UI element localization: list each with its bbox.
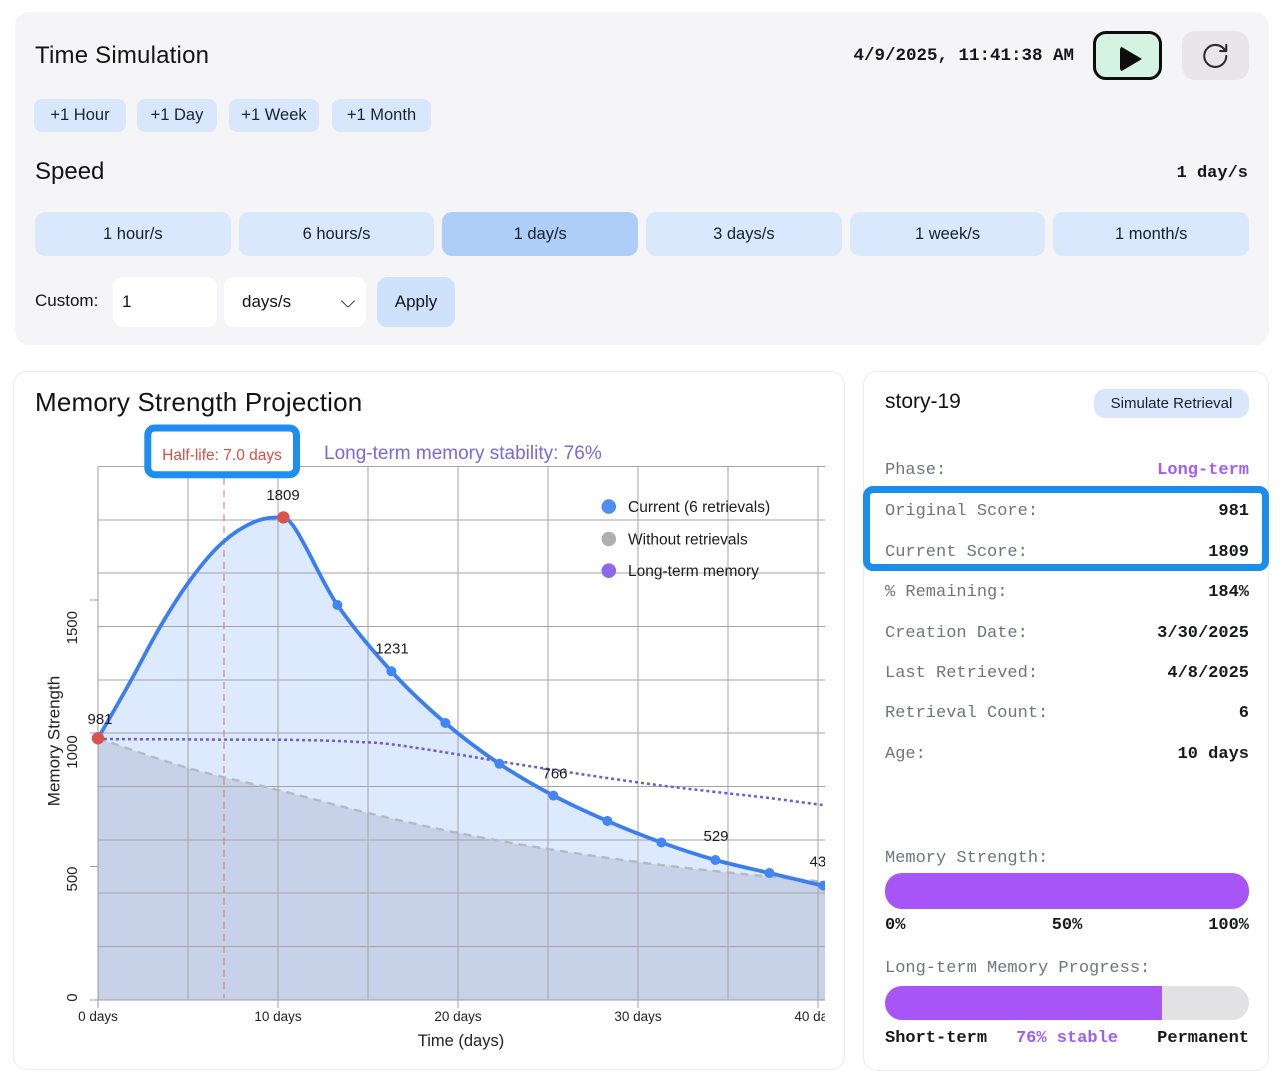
svg-text:766: 766 (542, 766, 567, 783)
svg-text:1231: 1231 (375, 641, 408, 658)
svg-text:1500: 1500 (64, 611, 81, 644)
svg-text:30 days: 30 days (614, 1009, 662, 1024)
svg-text:Current (6 retrievals): Current (6 retrievals) (628, 499, 770, 516)
svg-text:20 days: 20 days (434, 1009, 482, 1024)
svg-text:Half-life: 7.0 days: Half-life: 7.0 days (162, 447, 282, 464)
svg-text:529: 529 (703, 828, 728, 845)
svg-text:Long-term memory stability: 76: Long-term memory stability: 76% (324, 443, 602, 464)
svg-text:981: 981 (87, 711, 112, 728)
svg-text:Memory Strength: Memory Strength (44, 676, 63, 806)
svg-text:Long-term memory: Long-term memory (628, 563, 759, 580)
svg-text:500: 500 (64, 866, 81, 891)
svg-text:0 days: 0 days (78, 1009, 118, 1024)
svg-text:Without retrievals: Without retrievals (628, 531, 748, 548)
svg-text:40 days: 40 days (794, 1009, 825, 1024)
svg-text:1809: 1809 (266, 487, 299, 504)
svg-text:431: 431 (809, 854, 825, 871)
svg-text:10 days: 10 days (254, 1009, 302, 1024)
svg-text:1000: 1000 (64, 735, 81, 768)
svg-text:0: 0 (64, 993, 81, 1001)
svg-text:Time (days): Time (days) (418, 1032, 504, 1050)
